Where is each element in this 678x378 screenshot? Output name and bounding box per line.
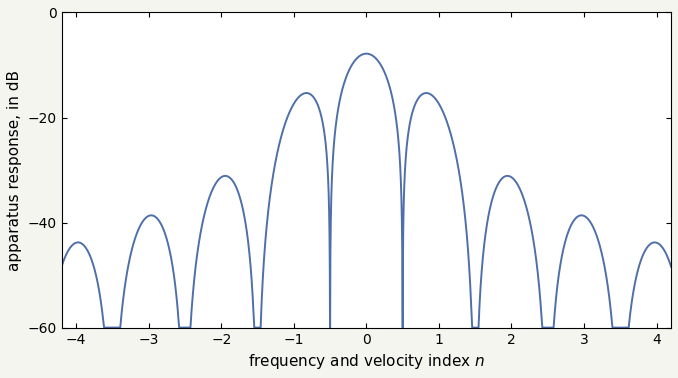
Y-axis label: apparatus response, in dB: apparatus response, in dB: [7, 70, 22, 271]
X-axis label: frequency and velocity index $n$: frequency and velocity index $n$: [247, 352, 485, 371]
